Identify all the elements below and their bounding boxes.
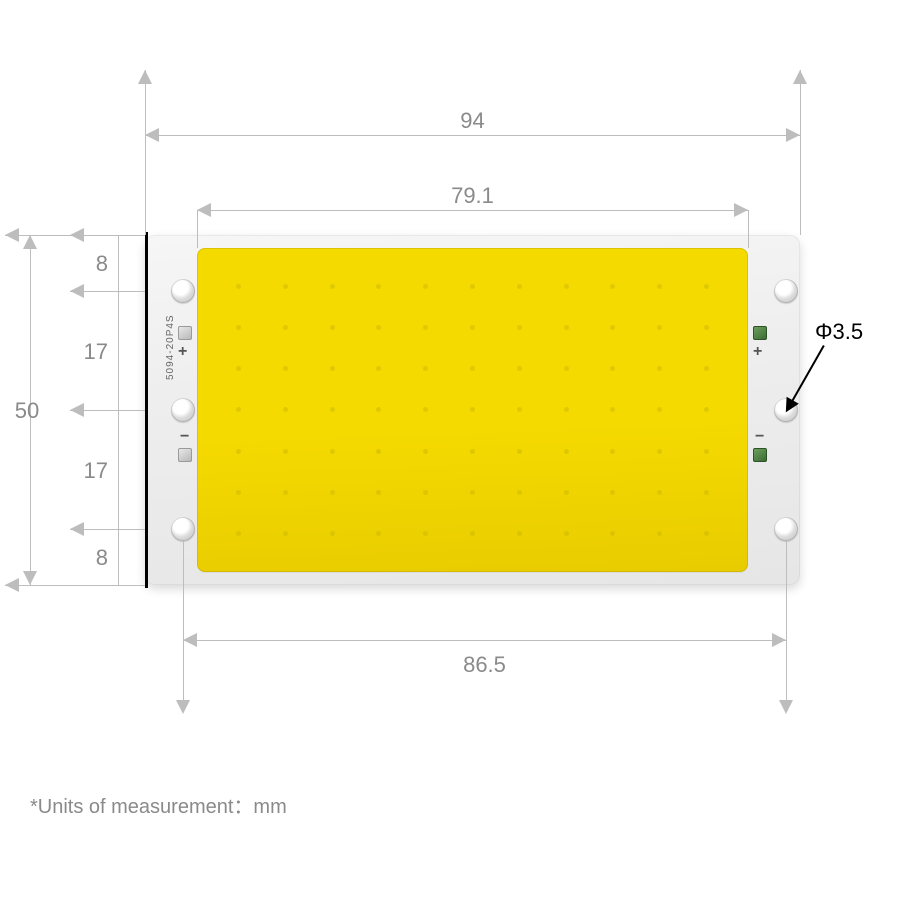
mounting-hole	[171, 398, 195, 422]
dim-line	[118, 235, 119, 585]
mounting-hole	[774, 279, 798, 303]
arrow-icon	[5, 228, 19, 242]
arrow-icon	[70, 284, 84, 298]
arrow-icon	[70, 403, 84, 417]
arrow-icon	[176, 700, 190, 714]
dim-label: 86.5	[445, 652, 525, 678]
dim-label: 17	[62, 458, 108, 484]
arrow-icon	[772, 633, 786, 647]
dim-label: 50	[2, 398, 52, 424]
dim-ext	[183, 541, 184, 700]
arrow-icon	[197, 203, 211, 217]
arrow-icon	[23, 235, 37, 249]
arrow-icon	[734, 203, 748, 217]
mounting-hole	[774, 517, 798, 541]
dim-label: 8	[62, 545, 108, 571]
dim-line	[183, 640, 786, 641]
dim-ext	[748, 210, 749, 248]
dim-line	[197, 210, 748, 211]
ref-edge-line	[145, 232, 148, 588]
solder-pad	[178, 448, 192, 462]
dim-label: 17	[62, 339, 108, 365]
dim-ext	[70, 585, 145, 586]
minus-symbol: −	[180, 428, 189, 446]
arrow-icon	[5, 578, 19, 592]
arrow-icon	[786, 128, 800, 142]
dim-ext	[786, 541, 787, 700]
led-dot-grid	[215, 266, 730, 554]
dim-label: 79.1	[433, 183, 513, 209]
dim-label: 8	[62, 251, 108, 277]
hole-diameter-label: Φ3.5	[815, 319, 885, 345]
arrow-icon	[23, 571, 37, 585]
units-note: *Units of measurement：mm	[30, 790, 287, 819]
solder-pad	[753, 448, 767, 462]
mounting-hole	[171, 517, 195, 541]
dim-line	[145, 135, 800, 136]
arrow-icon	[183, 633, 197, 647]
arrow-icon	[70, 228, 84, 242]
arrow-icon	[779, 700, 793, 714]
part-number: 5094-20P4S	[165, 314, 176, 380]
arrow-icon	[793, 70, 807, 84]
dim-ext	[145, 70, 146, 235]
dim-label: 94	[433, 108, 513, 134]
plus-symbol: +	[178, 343, 187, 361]
arrow-icon	[70, 522, 84, 536]
minus-symbol: −	[755, 428, 764, 446]
solder-pad	[753, 326, 767, 340]
arrow-icon	[138, 70, 152, 84]
arrow-icon	[145, 128, 159, 142]
solder-pad	[178, 326, 192, 340]
mounting-hole	[171, 279, 195, 303]
plus-symbol: +	[753, 343, 762, 361]
dim-ext	[800, 70, 801, 235]
